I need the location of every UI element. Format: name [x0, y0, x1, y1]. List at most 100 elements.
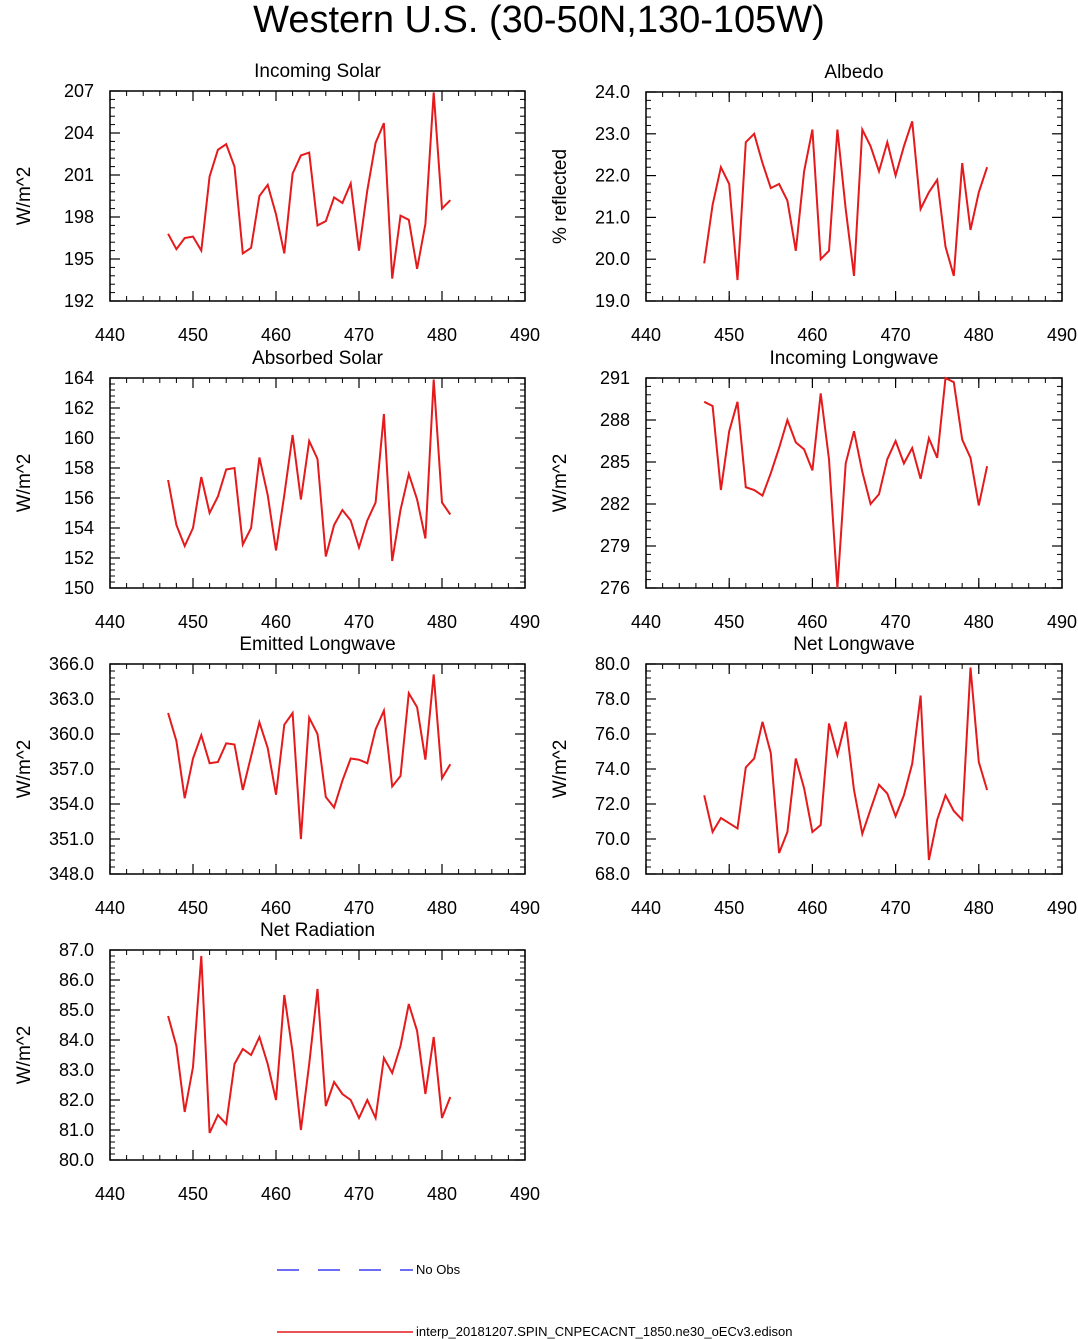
y-tick-label: 291	[600, 368, 630, 388]
chart-panel-5: Emitted Longwave W/m^2 440 450 460 470 480 490 3…	[14, 634, 540, 918]
y-tick-label: 164	[64, 368, 94, 388]
y-axis-label: W/m^2	[14, 454, 35, 513]
y-axis-label: W/m^2	[14, 740, 35, 799]
x-tick-label: 450	[714, 612, 744, 632]
y-tick-label: 68.0	[595, 864, 630, 884]
chart-panel-4: Incoming Longwave W/m^2 440 450 460 470 480 490…	[550, 348, 1077, 632]
series-line	[703, 376, 989, 589]
x-tick-label: 450	[178, 898, 208, 918]
plot-frame	[109, 90, 526, 302]
y-tick-label: 285	[600, 452, 630, 472]
chart-panel-7: Net Radiation W/m^2 440 450 460 470 480 490 80.0…	[14, 920, 540, 1204]
x-tick-label: 460	[261, 325, 291, 345]
x-tick-label: 490	[1047, 612, 1077, 632]
y-tick-label: 19.0	[595, 291, 630, 311]
y-tick-label: 360.0	[49, 724, 94, 744]
y-axis-label: W/m^2	[14, 167, 35, 226]
y-tick-label: 70.0	[595, 829, 630, 849]
y-tick-label: 288	[600, 410, 630, 430]
y-tick-label: 162	[64, 398, 94, 418]
y-tick-label: 74.0	[595, 759, 630, 779]
y-tick-label: 20.0	[595, 249, 630, 269]
chart-title: Albedo	[824, 62, 883, 83]
chart-title: Absorbed Solar	[252, 348, 384, 369]
x-tick-label: 470	[344, 1184, 374, 1204]
x-tick-label: 440	[631, 612, 661, 632]
x-tick-label: 490	[1047, 898, 1077, 918]
x-tick-label: 440	[95, 1184, 125, 1204]
series-line	[703, 120, 989, 281]
y-tick-label: 80.0	[59, 1150, 94, 1170]
chart-title: Net Radiation	[260, 920, 375, 941]
y-tick-label: 363.0	[49, 689, 94, 709]
x-tick-label: 460	[261, 612, 291, 632]
y-tick-label: 366.0	[49, 654, 94, 674]
legend-obs-label: No Obs	[416, 1262, 461, 1277]
plot-frame	[645, 91, 1063, 302]
x-tick-label: 450	[714, 898, 744, 918]
x-tick-label: 490	[1047, 325, 1077, 345]
x-tick-label: 450	[178, 325, 208, 345]
y-tick-label: 282	[600, 494, 630, 514]
y-tick-label: 156	[64, 488, 94, 508]
plot-frame	[109, 377, 526, 589]
x-tick-label: 460	[797, 325, 827, 345]
chart-title: Incoming Solar	[254, 61, 381, 82]
x-tick-label: 480	[964, 325, 994, 345]
y-tick-label: 195	[64, 249, 94, 269]
series-line	[167, 92, 452, 279]
y-tick-label: 351.0	[49, 829, 94, 849]
y-tick-label: 154	[64, 518, 94, 538]
chart-panel-3: Absorbed Solar W/m^2 440 450 460 470 480 490 150…	[14, 348, 540, 632]
x-tick-label: 460	[261, 898, 291, 918]
x-tick-label: 440	[95, 612, 125, 632]
y-axis-label: % reflected	[550, 149, 571, 244]
y-tick-label: 78.0	[595, 689, 630, 709]
x-tick-label: 450	[714, 325, 744, 345]
y-tick-label: 160	[64, 428, 94, 448]
y-tick-label: 81.0	[59, 1120, 94, 1140]
y-tick-label: 21.0	[595, 207, 630, 227]
y-tick-label: 204	[64, 123, 94, 143]
x-tick-label: 460	[797, 612, 827, 632]
plot-frame	[109, 663, 526, 875]
y-tick-label: 357.0	[49, 759, 94, 779]
y-tick-label: 158	[64, 458, 94, 478]
chart-panel-1: Incoming Solar W/m^2 440 450 460 470 480 490 192…	[14, 61, 540, 345]
y-tick-label: 24.0	[595, 82, 630, 102]
y-tick-label: 23.0	[595, 124, 630, 144]
x-tick-label: 480	[427, 612, 457, 632]
series-line	[167, 674, 452, 840]
x-tick-label: 470	[881, 325, 911, 345]
figure-title: Western U.S. (30-50N,130-105W)	[253, 0, 825, 41]
y-tick-label: 152	[64, 548, 94, 568]
x-tick-label: 480	[427, 325, 457, 345]
y-tick-label: 80.0	[595, 654, 630, 674]
x-tick-label: 460	[797, 898, 827, 918]
y-axis-label: W/m^2	[550, 740, 571, 799]
y-tick-label: 201	[64, 165, 94, 185]
y-tick-label: 76.0	[595, 724, 630, 744]
x-tick-label: 440	[631, 325, 661, 345]
y-tick-label: 82.0	[59, 1090, 94, 1110]
y-tick-label: 207	[64, 81, 94, 101]
y-tick-label: 83.0	[59, 1060, 94, 1080]
series-line	[167, 379, 452, 562]
x-tick-label: 470	[881, 898, 911, 918]
x-tick-label: 480	[964, 898, 994, 918]
y-tick-label: 87.0	[59, 940, 94, 960]
y-tick-label: 192	[64, 291, 94, 311]
chart-panel-2: Albedo % reflected 440 450 460 470 480 490 19.0 2…	[550, 62, 1077, 345]
chart-panel-6: Net Longwave W/m^2 440 450 460 470 480 490 68.0 7…	[550, 634, 1077, 918]
x-tick-label: 440	[95, 325, 125, 345]
x-tick-label: 470	[344, 898, 374, 918]
x-tick-label: 490	[510, 1184, 540, 1204]
x-tick-label: 450	[178, 1184, 208, 1204]
y-tick-label: 279	[600, 536, 630, 556]
y-tick-label: 85.0	[59, 1000, 94, 1020]
y-tick-label: 86.0	[59, 970, 94, 990]
y-tick-label: 72.0	[595, 794, 630, 814]
chart-title: Net Longwave	[793, 634, 914, 655]
